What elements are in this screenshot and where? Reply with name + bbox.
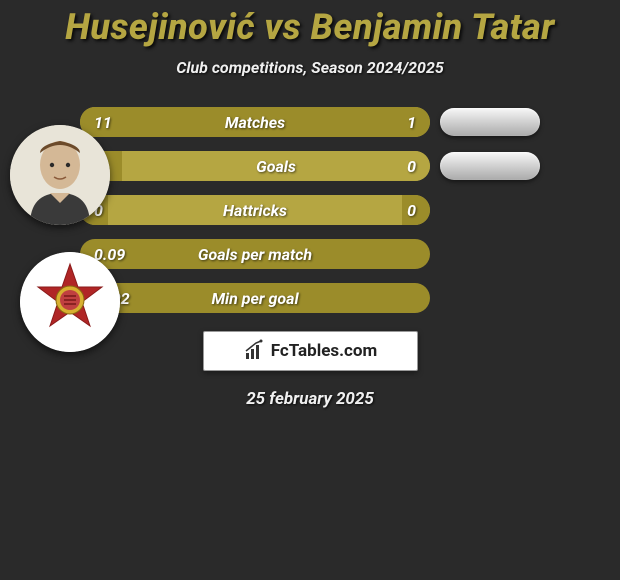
- stat-row: 11Matches1: [0, 107, 620, 137]
- stat-label: Goals: [122, 151, 430, 181]
- stat-bar: 1Goals0: [80, 151, 430, 181]
- branding-badge: FcTables.com: [203, 331, 418, 371]
- player-avatar: [10, 125, 110, 225]
- stat-bar: 0.09Goals per match: [80, 239, 430, 269]
- stat-left-value: 0.09: [80, 239, 430, 269]
- club-badge-avatar: [20, 252, 120, 352]
- stat-left-value: 1492: [80, 283, 430, 313]
- branding-text: FcTables.com: [271, 341, 377, 361]
- stat-right-value: 0: [416, 151, 430, 181]
- comparison-subtitle: Club competitions, Season 2024/2025: [0, 58, 620, 77]
- stat-right-value: 0: [402, 195, 430, 225]
- stat-bar: 0Hattricks0: [80, 195, 430, 225]
- opponent-pill: [440, 108, 540, 136]
- stat-right-value: 1: [346, 107, 430, 137]
- stat-left-value: 11: [80, 107, 346, 137]
- date-label: 25 february 2025: [0, 389, 620, 409]
- comparison-title: Husejinović vs Benjamin Tatar: [0, 6, 620, 48]
- stat-label: Hattricks: [108, 195, 402, 225]
- stat-bar: 11Matches1: [80, 107, 430, 137]
- opponent-pill: [440, 152, 540, 180]
- chart-icon: [243, 339, 267, 363]
- stat-bar: 1492Min per goal: [80, 283, 430, 313]
